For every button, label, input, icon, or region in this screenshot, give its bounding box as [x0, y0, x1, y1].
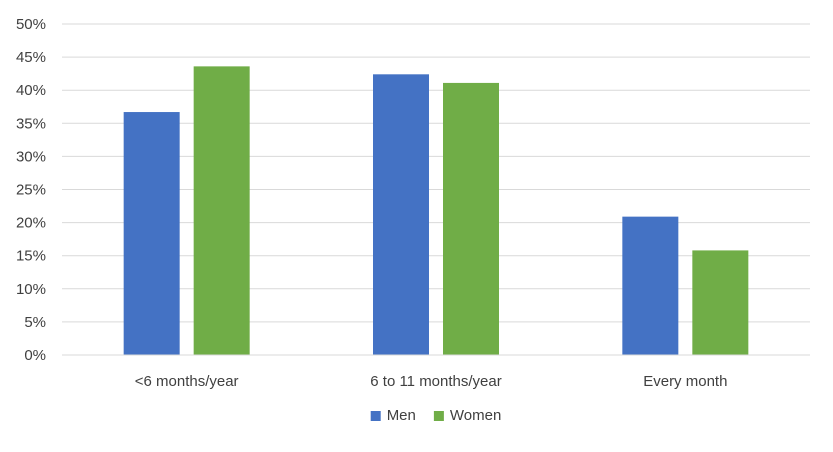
legend-item-women: Women — [433, 407, 501, 424]
legend-label: Women — [450, 407, 501, 424]
y-tick-label: 0% — [24, 347, 46, 364]
bar-men-0 — [123, 112, 180, 356]
bars — [123, 66, 749, 356]
y-tick-label: 50% — [16, 16, 46, 33]
y-tick-label: 40% — [16, 82, 46, 99]
y-axis-tick-labels: 0% 5% 10% 15% 20% 25% 30% 35% 40% 45% 50% — [16, 16, 46, 364]
y-tick-label: 15% — [16, 248, 46, 265]
legend-label: Men — [387, 407, 416, 424]
x-axis-tick-labels: <6 months/year 6 to 11 months/year Every m… — [135, 373, 728, 390]
y-tick-label: 10% — [16, 281, 46, 298]
x-tick-label: <6 months/year — [135, 373, 239, 390]
x-tick-label: Every month — [643, 373, 727, 390]
y-tick-label: 20% — [16, 215, 46, 232]
bar-women-1 — [443, 82, 499, 355]
bar-men-2 — [622, 216, 679, 355]
y-tick-label: 5% — [24, 314, 46, 331]
legend: Men Women — [370, 407, 501, 424]
y-tick-label: 45% — [16, 49, 46, 66]
bar-women-2 — [692, 250, 749, 355]
bar-women-0 — [193, 66, 250, 356]
legend-swatch — [433, 411, 444, 421]
gridlines — [62, 23, 810, 323]
y-tick-label: 35% — [16, 115, 46, 132]
y-tick-label: 30% — [16, 148, 46, 165]
bar-men-1 — [373, 74, 429, 355]
x-tick-label: 6 to 11 months/year — [370, 373, 501, 390]
y-tick-label: 25% — [16, 182, 46, 199]
legend-swatch — [370, 411, 381, 421]
legend-item-men: Men — [370, 407, 416, 424]
